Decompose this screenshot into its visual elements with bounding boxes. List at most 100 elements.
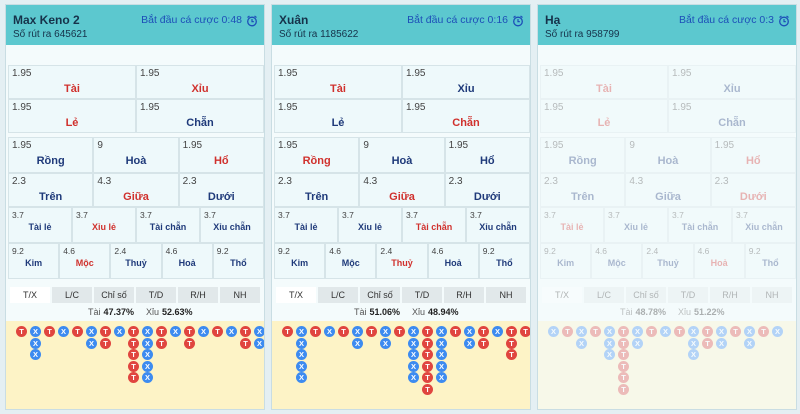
bet-cell[interactable]: 4.6 Mộc — [59, 243, 111, 279]
road-bead: X — [324, 326, 335, 337]
bet-odds: 9.2 — [216, 246, 229, 256]
road-bead: T — [506, 337, 517, 349]
bet-cell[interactable]: 3.7 Tài chẵn — [402, 207, 466, 243]
bet-cell[interactable]: 3.7 Xỉu lẻ — [338, 207, 402, 243]
road-bead: X — [352, 326, 363, 337]
bet-name: Xỉu lẻ — [357, 222, 382, 232]
bet-cell[interactable]: 3.7 Xỉu lẻ — [72, 207, 136, 243]
road-tab[interactable]: R/H — [444, 287, 484, 303]
bet-cell[interactable]: 1.95 Rồng — [274, 137, 360, 173]
bet-cell[interactable]: 4.6 Hoả — [161, 243, 213, 279]
road-bead: T — [618, 372, 629, 383]
bet-odds: 2.3 — [714, 176, 729, 187]
road-tab[interactable]: L/C — [52, 287, 92, 303]
bet-cell[interactable]: 9 Hoà — [93, 137, 179, 173]
road-tab[interactable]: NH — [220, 287, 260, 303]
bet-cell[interactable]: 1.95 Rồng — [8, 137, 94, 173]
road-tab[interactable]: T/X — [542, 287, 582, 303]
bet-cell[interactable]: 1.95 Tài — [274, 65, 402, 99]
bet-cell[interactable]: 1.95 Hổ — [444, 137, 530, 173]
stat: Xỉu 52.63% — [146, 307, 193, 317]
bet-cell[interactable]: 2.3 Dưới — [444, 173, 530, 207]
bet-cell[interactable]: 4.3 Giữa — [359, 173, 445, 207]
road-bead: X — [576, 326, 587, 337]
bet-cell: 3.7 Tài lẻ — [540, 207, 604, 243]
bet-cell[interactable]: 1.95 Xỉu — [402, 65, 530, 99]
road-bead: X — [380, 337, 391, 349]
road-bead: T — [618, 337, 629, 349]
road-tab[interactable]: NH — [486, 287, 526, 303]
bet-name: Xỉu — [723, 83, 741, 95]
bet-cell[interactable]: 9.2 Thổ — [212, 243, 264, 279]
bet-cell[interactable]: 4.3 Giữa — [93, 173, 179, 207]
bet-odds: 1.95 — [406, 68, 426, 79]
bet-odds: 2.3 — [182, 176, 197, 187]
bet-cell[interactable]: 3.7 Xỉu chẵn — [200, 207, 264, 243]
bet-name: Tài — [596, 83, 612, 95]
bet-cell[interactable]: 9.2 Kim — [8, 243, 60, 279]
road-tab[interactable]: T/D — [136, 287, 176, 303]
bet-cell[interactable]: 1.95 Chẵn — [402, 99, 530, 133]
road-tab[interactable]: T/D — [402, 287, 442, 303]
panel-body: 1.95 Tài 1.95 Xỉu 1.95 Lẻ 1.95 Chẵn 1.95 Rồng 9 Hoà… — [272, 45, 530, 409]
game-title: Xuân — [279, 13, 309, 27]
road-bead: X — [142, 360, 153, 372]
road-tab[interactable]: Chỉ số — [626, 287, 666, 303]
road-bead: X — [142, 326, 153, 337]
bet-cell[interactable]: 1.95 Hổ — [178, 137, 264, 173]
bet-odds: 4.6 — [329, 246, 342, 256]
bet-cell[interactable]: 2.3 Trên — [274, 173, 360, 207]
bet-cell[interactable]: 1.95 Lẻ — [8, 99, 136, 133]
bet-cell: 2.3 Trên — [540, 173, 626, 207]
draw-number: Số rút ra 645621 — [13, 29, 88, 40]
bet-cell[interactable]: 3.7 Xỉu chẵn — [466, 207, 530, 243]
bet-name: Giữa — [123, 191, 149, 203]
bet-name: Rồng — [36, 155, 65, 167]
road-bead: X — [296, 326, 307, 337]
road-bead: T — [618, 383, 629, 395]
bet-name: Chẵn — [718, 117, 746, 129]
bet-cell[interactable]: 1.95 Chẵn — [136, 99, 264, 133]
bet-cell[interactable]: 1.95 Lẻ — [274, 99, 402, 133]
bet-cell[interactable]: 2.4 Thuỷ — [110, 243, 162, 279]
road-bead: X — [436, 360, 447, 372]
road-tab[interactable]: T/X — [10, 287, 50, 303]
road-tab[interactable]: Chỉ số — [94, 287, 134, 303]
road-tab[interactable]: Chỉ số — [360, 287, 400, 303]
bet-cell[interactable]: 1.95 Xỉu — [136, 65, 264, 99]
bet-cell[interactable]: 3.7 Tài chẵn — [136, 207, 200, 243]
bet-cell[interactable]: 3.7 Tài lẻ — [274, 207, 338, 243]
road-tab[interactable]: NH — [752, 287, 792, 303]
bet-cell[interactable]: 9 Hoà — [359, 137, 445, 173]
bet-cell[interactable]: 2.3 Trên — [8, 173, 94, 207]
road-tab[interactable]: L/C — [318, 287, 358, 303]
road-tab[interactable]: R/H — [710, 287, 750, 303]
road-bead: X — [660, 326, 671, 337]
countdown: Bắt đầu cá cược 0:16 — [407, 14, 508, 26]
road-bead: X — [114, 326, 125, 337]
bet-odds: 3.7 — [342, 210, 354, 220]
bet-cell[interactable]: 3.7 Tài lẻ — [8, 207, 72, 243]
bet-cell[interactable]: 1.95 Tài — [8, 65, 136, 99]
road-bead: X — [604, 326, 615, 337]
road-tab[interactable]: L/C — [584, 287, 624, 303]
bet-cell[interactable]: 2.4 Thuỷ — [376, 243, 428, 279]
road-tab[interactable]: T/D — [668, 287, 708, 303]
bet-cell[interactable]: 9.2 Kim — [274, 243, 326, 279]
bet-cell[interactable]: 4.6 Mộc — [325, 243, 377, 279]
bet-cell[interactable]: 4.6 Hoả — [427, 243, 479, 279]
bet-name: Xỉu lẻ — [91, 222, 116, 232]
bet-name: Chẵn — [186, 117, 214, 129]
road-bead: T — [562, 326, 573, 337]
bet-name: Thổ — [762, 258, 779, 268]
alarm-icon — [246, 14, 258, 32]
road-bead: X — [716, 326, 727, 337]
road-bead: X — [58, 326, 69, 337]
road-tab[interactable]: R/H — [178, 287, 218, 303]
bet-name: Hoả — [710, 258, 728, 268]
road-bead: T — [478, 326, 489, 337]
bet-cell[interactable]: 2.3 Dưới — [178, 173, 264, 207]
road-tab[interactable]: T/X — [276, 287, 316, 303]
bet-cell[interactable]: 9.2 Thổ — [478, 243, 530, 279]
